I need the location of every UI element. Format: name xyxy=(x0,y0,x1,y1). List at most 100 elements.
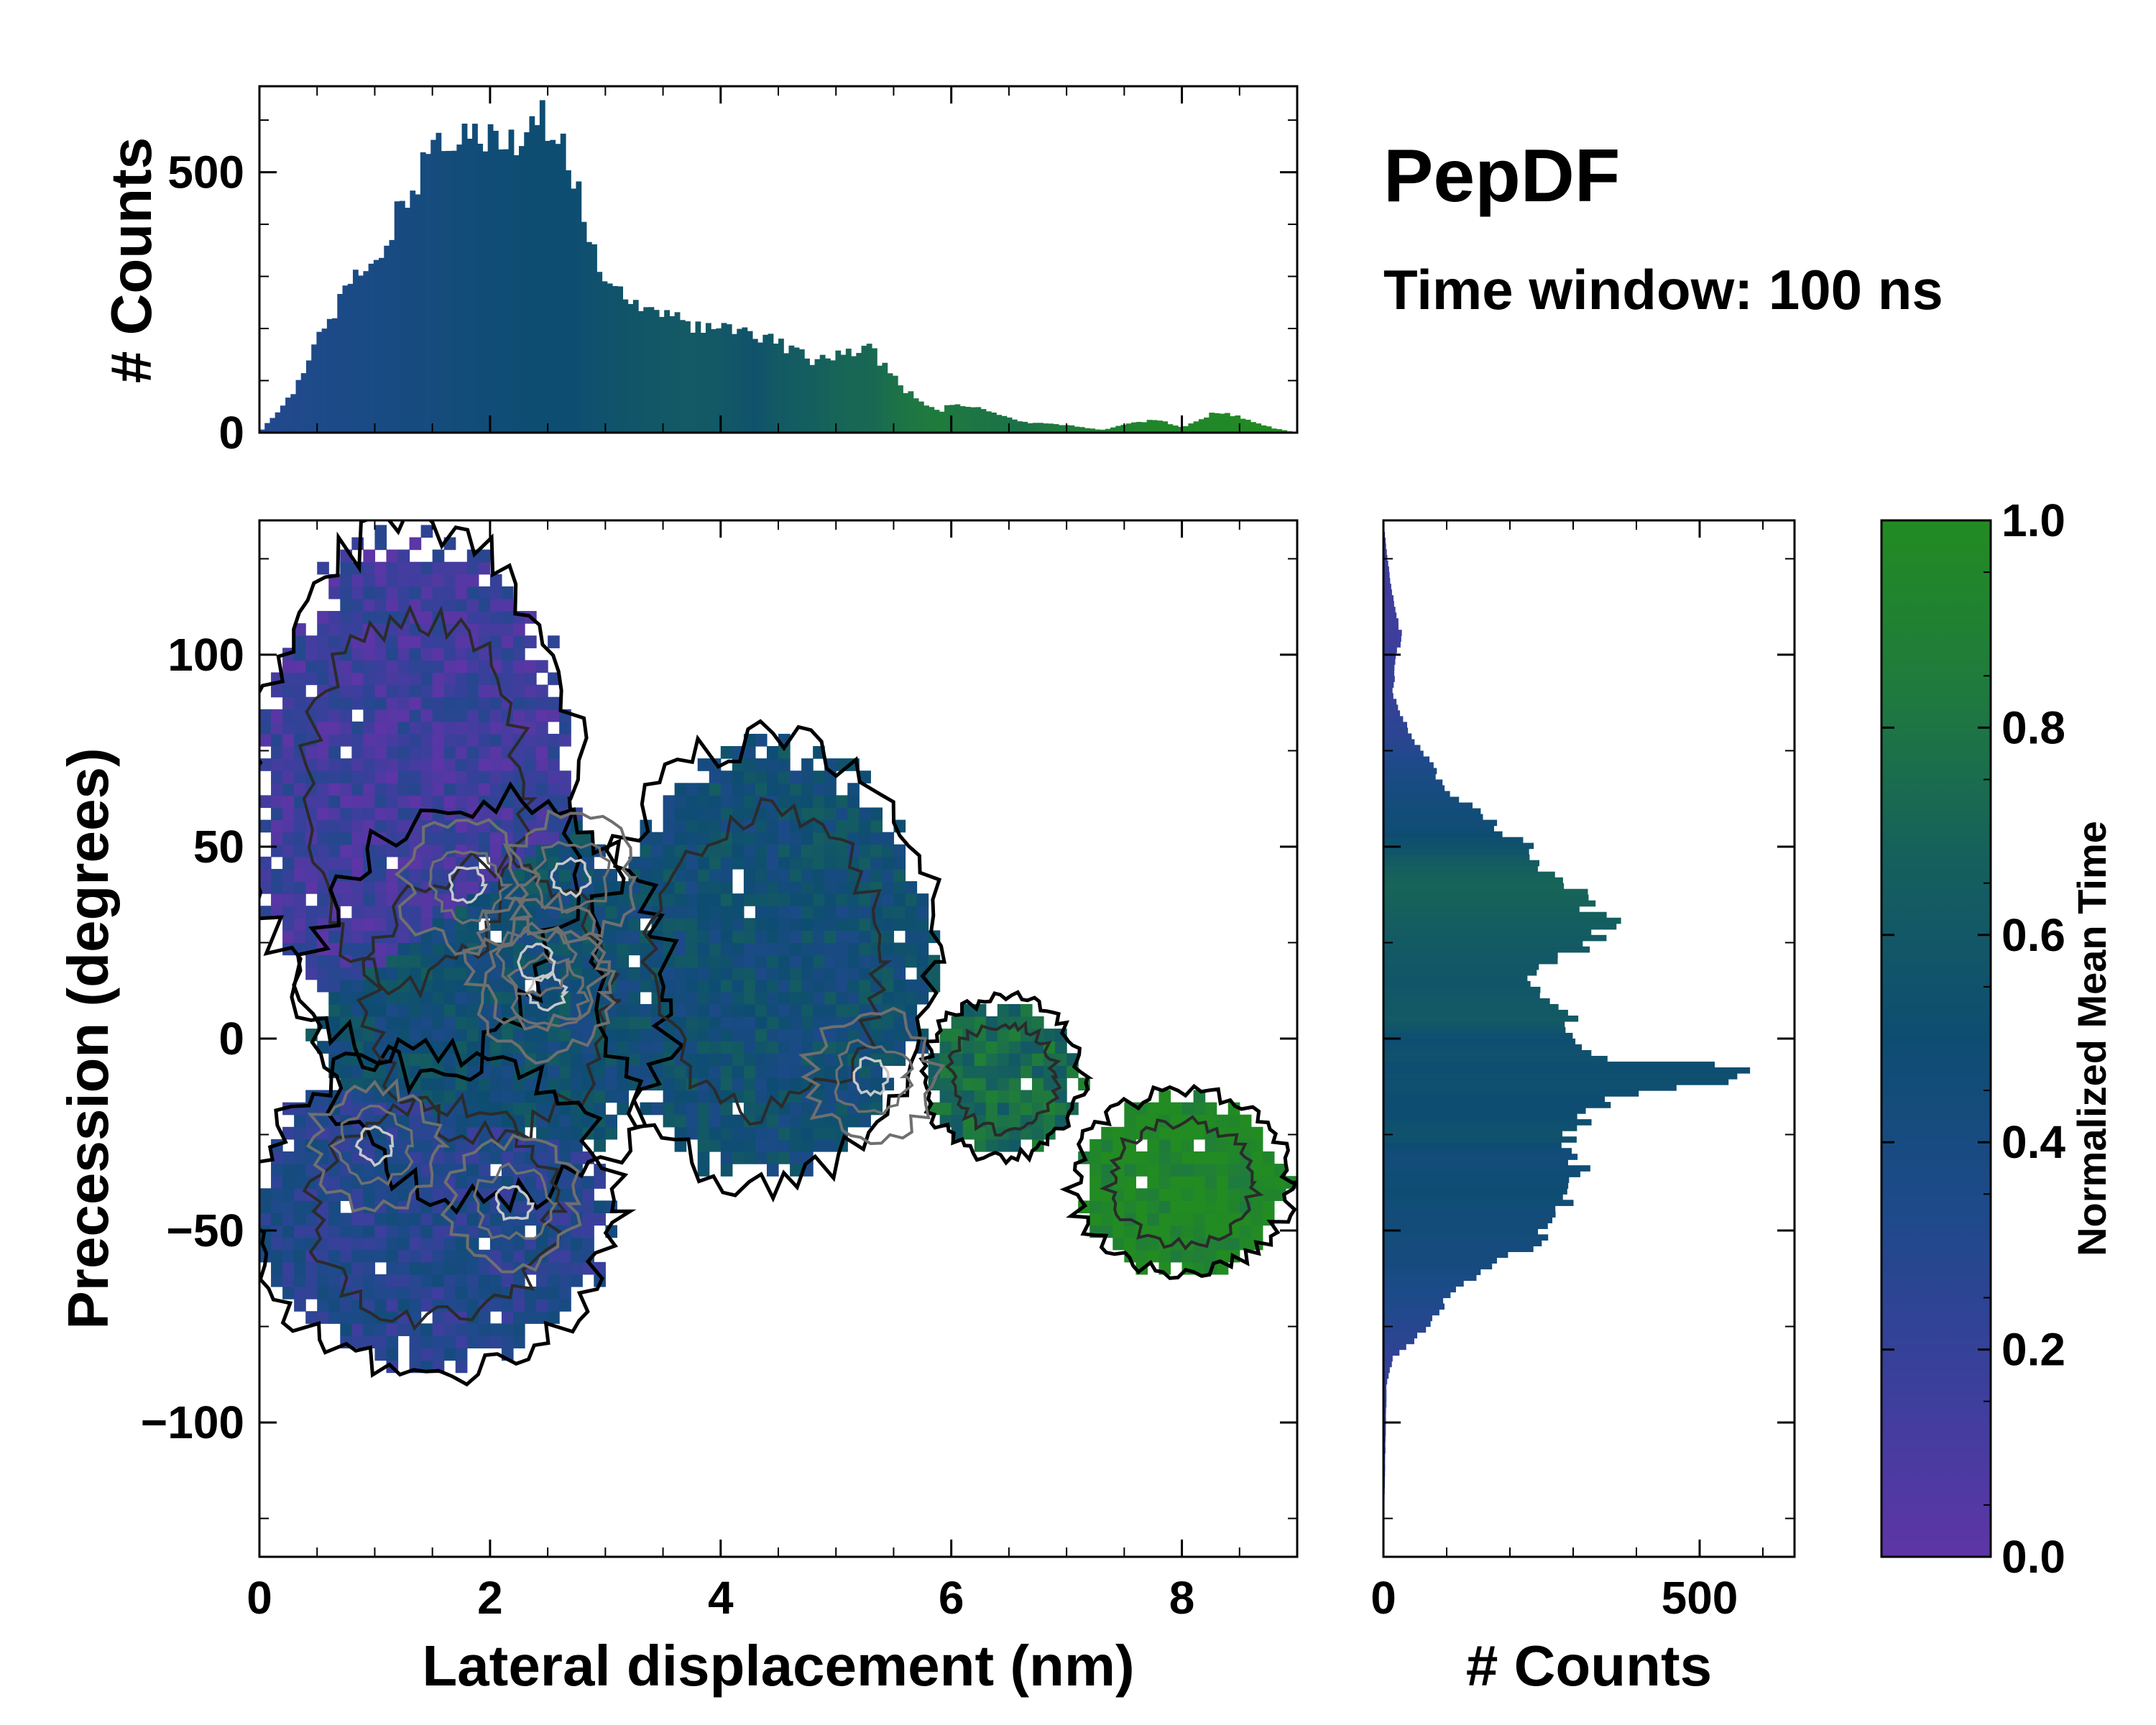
heatmap-cell xyxy=(755,954,768,968)
outer-contour xyxy=(259,1036,637,1387)
heatmap-cell xyxy=(317,1249,329,1263)
heatmap-cell xyxy=(709,893,722,906)
heatmap-cell xyxy=(778,868,791,882)
top-histogram-bar xyxy=(871,348,877,433)
heatmap-cell xyxy=(859,1065,871,1079)
heatmap-cell xyxy=(409,967,422,980)
heatmap-cell xyxy=(766,868,779,882)
heatmap-cell xyxy=(455,598,468,612)
heatmap-cell xyxy=(317,1102,329,1116)
heatmap-cell xyxy=(870,844,883,857)
heatmap-cell xyxy=(271,746,283,759)
heatmap-cell xyxy=(294,1249,306,1263)
top-histogram-bar xyxy=(529,116,535,433)
heatmap-cell xyxy=(420,770,433,783)
heatmap-cell xyxy=(790,770,802,783)
heatmap-cell xyxy=(386,672,399,686)
heatmap-cell xyxy=(294,696,306,710)
heatmap-cell xyxy=(766,758,779,771)
heatmap-cell xyxy=(455,881,468,894)
top-histogram-bar xyxy=(477,143,484,433)
heatmap-cell xyxy=(755,930,768,944)
top-histogram-bar xyxy=(389,239,395,433)
top-histogram-bar xyxy=(1209,413,1215,433)
heatmap-cell xyxy=(443,660,456,673)
heatmap-cell xyxy=(282,783,295,796)
heatmap-cell xyxy=(1031,1077,1044,1091)
heatmap-cell xyxy=(271,733,283,747)
top-histogram-bar xyxy=(519,146,525,433)
heatmap-cell xyxy=(1112,1126,1125,1140)
heatmap-cell xyxy=(501,598,514,612)
heatmap-cell xyxy=(778,819,791,833)
right-histogram-bar xyxy=(1383,900,1596,907)
heatmap-cell xyxy=(1216,1138,1229,1152)
heatmap-cell xyxy=(489,1114,502,1128)
heatmap-cell xyxy=(1262,1164,1275,1177)
heatmap-cell xyxy=(386,1299,399,1312)
heatmap-cell xyxy=(1227,1114,1240,1128)
heatmap-cell xyxy=(778,881,791,894)
right-histogram-bar xyxy=(1383,1297,1444,1305)
heatmap-cell xyxy=(709,881,722,894)
heatmap-cell xyxy=(766,1102,779,1116)
heatmap-cell xyxy=(766,844,779,857)
heatmap-cell xyxy=(859,1102,871,1116)
heatmap-cell xyxy=(571,1138,583,1152)
heatmap-cell xyxy=(478,1261,491,1275)
heatmap-cell xyxy=(1135,1249,1148,1263)
right-histogram-bar xyxy=(1383,1395,1387,1402)
heatmap-cell xyxy=(709,1126,722,1140)
heatmap-cell xyxy=(536,721,548,735)
top-histogram-bar xyxy=(861,346,867,433)
heatmap-cell xyxy=(743,979,756,993)
heatmap-cell xyxy=(432,868,445,882)
heatmap-cell xyxy=(397,648,410,661)
heatmap-cell xyxy=(420,561,433,575)
heatmap-cell xyxy=(374,1225,387,1238)
heatmap-cell xyxy=(466,561,479,575)
heatmap-cell xyxy=(847,807,860,821)
main-x-tick-label: 4 xyxy=(708,1572,734,1624)
heatmap-cell xyxy=(686,1126,699,1140)
heatmap-cell xyxy=(317,819,329,833)
top-histogram-bar xyxy=(586,242,592,433)
heatmap-cell xyxy=(478,721,491,735)
heatmap-cell xyxy=(340,1299,352,1312)
heatmap-cell xyxy=(512,648,525,661)
heatmap-cell xyxy=(847,868,860,882)
heatmap-cell xyxy=(305,906,318,919)
heatmap-cell xyxy=(686,1065,699,1079)
heatmap-cell xyxy=(305,672,318,686)
heatmap-cell xyxy=(374,709,387,722)
heatmap-cell xyxy=(294,832,306,845)
heatmap-cell xyxy=(985,1065,998,1079)
heatmap-cell xyxy=(374,1200,387,1214)
top-histogram-bar xyxy=(430,139,437,433)
heatmap-cell xyxy=(1193,1188,1206,1201)
heatmap-cell xyxy=(489,967,502,980)
heatmap-cell xyxy=(363,598,376,612)
heatmap-cell xyxy=(836,979,848,993)
right-histogram-bar xyxy=(1383,1315,1432,1322)
heatmap-cell xyxy=(455,1249,468,1263)
heatmap-cell xyxy=(478,672,491,686)
heatmap-cell xyxy=(489,1151,502,1164)
heatmap-cell xyxy=(420,1225,433,1238)
heatmap-cell xyxy=(1135,1237,1148,1251)
heatmap-cell xyxy=(317,770,329,783)
heatmap-cell xyxy=(559,1188,571,1201)
heatmap-cell xyxy=(743,746,756,759)
heatmap-cell xyxy=(1170,1225,1183,1238)
heatmap-cell xyxy=(859,819,871,833)
right-histogram-bar xyxy=(1383,595,1394,602)
heatmap-cell xyxy=(501,1176,514,1189)
heatmap-cell xyxy=(1181,1126,1194,1140)
right-histogram-bar xyxy=(1383,1003,1559,1011)
heatmap-cell xyxy=(536,1299,548,1312)
heatmap-cell xyxy=(709,1114,722,1128)
heatmap-cell xyxy=(697,881,710,894)
heatmap-cell xyxy=(466,586,479,599)
heatmap-cell xyxy=(697,967,710,980)
heatmap-cell xyxy=(905,979,918,993)
